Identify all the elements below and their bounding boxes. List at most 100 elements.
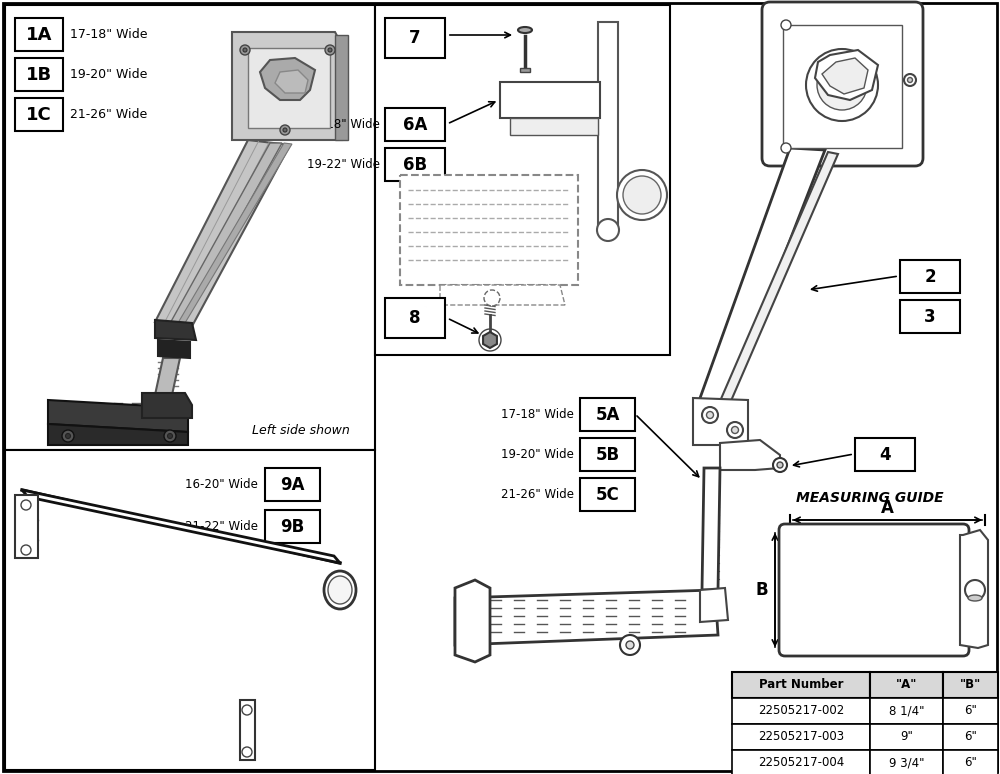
Bar	[265, 510, 320, 543]
Text: 6B: 6B	[403, 156, 427, 173]
Text: "B": "B"	[960, 679, 981, 691]
Polygon shape	[598, 22, 618, 225]
Text: 9A: 9A	[280, 475, 305, 494]
Bar	[732, 698, 870, 724]
Polygon shape	[693, 398, 748, 445]
Polygon shape	[440, 285, 565, 305]
Bar	[870, 750, 943, 774]
Text: A: A	[881, 499, 893, 517]
Circle shape	[777, 462, 783, 468]
Polygon shape	[48, 424, 188, 445]
Bar	[520, 68, 530, 72]
Bar	[385, 18, 445, 58]
Circle shape	[908, 77, 912, 83]
Polygon shape	[22, 490, 340, 563]
Text: 9 3/4": 9 3/4"	[889, 756, 924, 769]
Polygon shape	[695, 148, 825, 415]
Ellipse shape	[324, 571, 356, 609]
Polygon shape	[260, 58, 315, 100]
Text: 7: 7	[409, 29, 421, 47]
Ellipse shape	[968, 595, 982, 601]
Bar	[943, 724, 998, 750]
Ellipse shape	[817, 60, 867, 110]
Polygon shape	[168, 143, 282, 327]
Polygon shape	[815, 50, 878, 100]
Circle shape	[620, 635, 640, 655]
Bar	[943, 698, 998, 724]
Text: 6A: 6A	[403, 115, 427, 133]
Text: 6": 6"	[964, 731, 977, 744]
Bar	[385, 108, 445, 141]
Text: 8: 8	[409, 309, 421, 327]
Polygon shape	[702, 468, 720, 590]
Circle shape	[626, 641, 634, 649]
Bar	[900, 260, 960, 293]
Polygon shape	[335, 35, 348, 140]
Circle shape	[168, 433, 173, 439]
Text: 6": 6"	[964, 756, 977, 769]
Bar	[870, 672, 943, 698]
Circle shape	[328, 48, 332, 52]
Bar	[375, 5, 670, 355]
Text: 6": 6"	[964, 704, 977, 717]
Text: 19-20" Wide: 19-20" Wide	[70, 69, 147, 81]
Circle shape	[965, 580, 985, 600]
Circle shape	[904, 74, 916, 86]
Circle shape	[706, 412, 714, 419]
FancyBboxPatch shape	[762, 2, 923, 166]
Text: 21-26" Wide: 21-26" Wide	[501, 488, 574, 501]
Text: 21-22" Wide: 21-22" Wide	[185, 519, 258, 533]
Text: MEASURING GUIDE: MEASURING GUIDE	[796, 491, 944, 505]
Polygon shape	[510, 118, 598, 135]
Bar	[15, 58, 63, 91]
Bar	[15, 18, 63, 51]
Circle shape	[242, 747, 252, 757]
Polygon shape	[155, 320, 196, 340]
Circle shape	[280, 125, 290, 135]
Circle shape	[21, 545, 31, 555]
Bar	[385, 148, 445, 181]
Polygon shape	[783, 25, 902, 148]
Bar	[5, 5, 375, 450]
Text: 16-18" Wide: 16-18" Wide	[307, 118, 380, 131]
Polygon shape	[240, 700, 255, 760]
Polygon shape	[158, 340, 190, 358]
Text: 22505217-002: 22505217-002	[758, 704, 844, 717]
Bar	[732, 724, 870, 750]
Text: Part Number: Part Number	[759, 679, 843, 691]
Text: 17-18" Wide: 17-18" Wide	[501, 407, 574, 420]
Circle shape	[781, 143, 791, 153]
Text: 5B: 5B	[595, 446, 620, 464]
Polygon shape	[275, 70, 308, 93]
Text: 9": 9"	[900, 731, 913, 744]
Text: 1B: 1B	[26, 66, 52, 84]
Polygon shape	[48, 400, 188, 432]
Bar	[385, 298, 445, 338]
Text: 19-20" Wide: 19-20" Wide	[501, 447, 574, 461]
Text: 4: 4	[879, 446, 891, 464]
Circle shape	[727, 422, 743, 438]
Polygon shape	[960, 530, 988, 648]
Circle shape	[242, 705, 252, 715]
Polygon shape	[700, 588, 728, 622]
Text: 5A: 5A	[595, 406, 620, 423]
Polygon shape	[400, 175, 578, 285]
Text: 2: 2	[924, 268, 936, 286]
Bar	[580, 398, 635, 431]
Text: 9B: 9B	[280, 518, 305, 536]
Polygon shape	[232, 32, 342, 140]
Polygon shape	[455, 580, 490, 662]
Circle shape	[702, 407, 718, 423]
Circle shape	[283, 128, 287, 132]
Polygon shape	[714, 152, 838, 417]
Bar	[943, 750, 998, 774]
Text: 1A: 1A	[26, 26, 52, 43]
Ellipse shape	[328, 576, 352, 604]
Ellipse shape	[597, 219, 619, 241]
Text: 3: 3	[924, 307, 936, 326]
Circle shape	[66, 433, 70, 439]
Text: 5C: 5C	[596, 485, 619, 504]
Text: 19-22" Wide: 19-22" Wide	[307, 157, 380, 170]
Polygon shape	[175, 143, 292, 328]
Text: 22505217-004: 22505217-004	[758, 756, 844, 769]
